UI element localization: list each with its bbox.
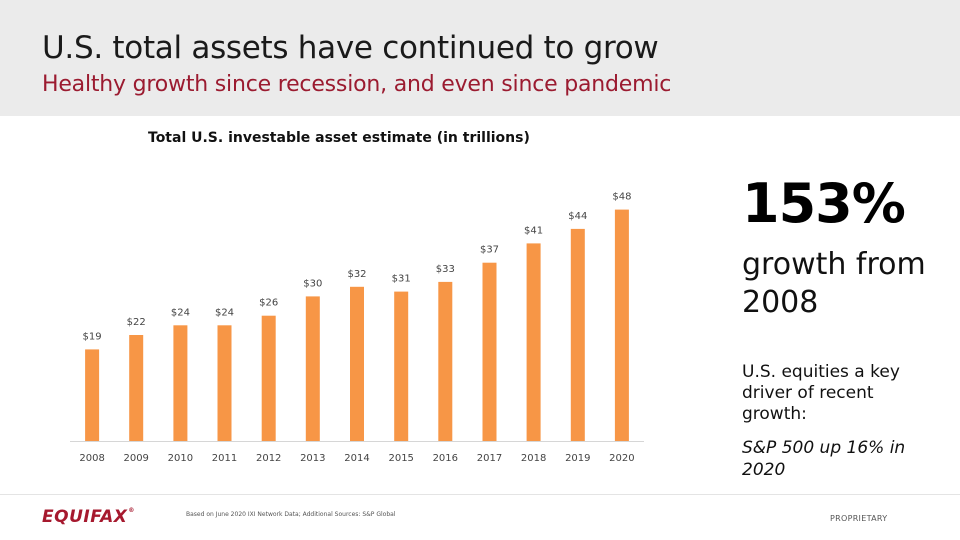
data-label-2014: $32 [347,269,366,280]
growth-percentage: 153% [742,172,906,235]
bar-2012 [261,315,276,441]
x-tick-2009: 2009 [123,453,148,464]
page-title: U.S. total assets have continued to grow [42,30,659,66]
bar-2013 [305,296,320,441]
bar-2020 [614,209,629,441]
x-tick-2018: 2018 [521,453,546,464]
bar-2009 [129,335,144,441]
x-tick-2011: 2011 [212,453,237,464]
bar-2018 [526,243,541,441]
data-label-2017: $37 [480,245,499,256]
bar-2017 [482,262,497,441]
x-tick-2014: 2014 [344,453,369,464]
data-label-2015: $31 [392,274,411,285]
x-tick-2020: 2020 [609,453,634,464]
data-label-2011: $24 [215,307,234,318]
growth-caption: growth from 2008 [742,247,926,320]
bar-2019 [570,228,585,441]
bars-layer [85,209,629,441]
tick-labels-layer: 2008 2009 2010 2011 2012 2013 2014 2015 2016 2017… [79,453,634,464]
bar-2014 [350,286,364,441]
bar-2008 [85,349,100,441]
x-tick-2019: 2019 [565,453,590,464]
bar-2011 [217,325,232,441]
x-tick-2016: 2016 [433,453,458,464]
source-note: Based on June 2020 IXI Network Data; Add… [186,511,396,518]
x-tick-2012: 2012 [256,453,281,464]
x-tick-2010: 2010 [168,453,193,464]
x-tick-2008: 2008 [79,453,104,464]
data-label-2012: $26 [259,298,278,309]
bar-2015 [394,291,409,441]
equifax-logo: EQUIFAX® [42,507,135,527]
data-label-2020: $48 [612,192,631,203]
data-label-2010: $24 [171,307,190,318]
proprietary-label: PROPRIETARY [830,514,888,523]
bar-2016 [438,281,453,441]
page-subtitle: Healthy growth since recession, and even… [42,72,672,97]
header-band [0,0,960,116]
logo-wordmark: EQUIFAX [42,507,128,527]
footer-divider [0,494,960,495]
x-tick-2015: 2015 [388,453,413,464]
driver-note: U.S. equities a key driver of recent gro… [742,362,900,424]
sp500-note: S&P 500 up 16% in 2020 [742,438,906,480]
data-label-2009: $22 [127,317,146,328]
x-tick-2013: 2013 [300,453,325,464]
chart-title: Total U.S. investable asset estimate (in… [148,130,530,146]
data-label-2019: $44 [568,211,587,222]
data-label-2016: $33 [436,264,455,275]
data-label-2013: $30 [303,278,322,289]
value-labels-layer: $19 $22 $24 $24 $26 $30 $32 $31 $33 $37 $41 $44 $48 [83,192,632,343]
x-tick-2017: 2017 [477,453,502,464]
bar-chart: $19$22$24 $24$26$30$32 $31$33$37$41$44$48 … [70,192,644,464]
data-label-2008: $19 [83,331,102,342]
logo-registered-mark: ® [128,507,135,514]
bar-2010 [173,325,188,441]
data-label-2018: $41 [524,225,543,236]
